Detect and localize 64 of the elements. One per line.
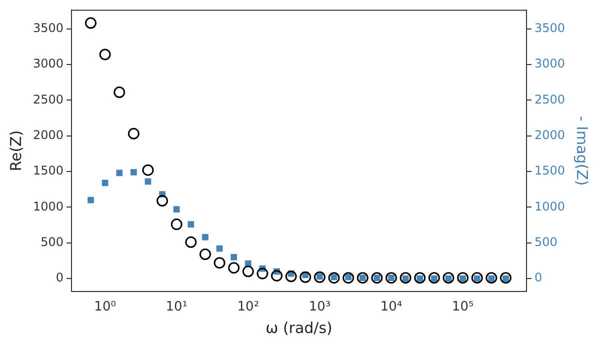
x-tick-label: 10¹	[166, 300, 188, 315]
point	[400, 272, 412, 284]
x-tick-label: 10⁴	[380, 300, 402, 315]
y-tick-label: 1500	[32, 164, 64, 178]
point	[271, 270, 283, 282]
point	[428, 272, 440, 284]
point	[457, 272, 469, 284]
point	[216, 245, 223, 252]
point	[256, 268, 268, 280]
point	[85, 17, 97, 29]
point	[99, 48, 111, 60]
point	[102, 180, 108, 186]
point	[88, 196, 94, 204]
y-tick-label: 500	[40, 234, 64, 249]
point	[442, 272, 454, 284]
y2-tick-label: 1000	[534, 199, 566, 214]
y2-tick-label: 2500	[534, 92, 566, 106]
y2-tick-label: 500	[534, 234, 558, 249]
point	[342, 272, 354, 284]
x-tick-label: 10⁰	[94, 300, 116, 315]
y2-tick-label: 2000	[534, 128, 566, 142]
point	[356, 272, 368, 284]
point	[188, 221, 194, 228]
y-tick-label: 1000	[32, 199, 64, 214]
x-tick-label: 10⁵	[452, 300, 474, 315]
y2-tick-label: 3000	[534, 56, 566, 71]
y-tick-label: 2000	[32, 128, 64, 142]
y-tick-label: 0	[56, 270, 64, 285]
point	[173, 206, 180, 213]
point	[185, 236, 197, 248]
point	[128, 128, 140, 140]
point	[214, 257, 226, 269]
point	[285, 270, 297, 282]
point	[300, 271, 312, 283]
y-tick-label: 3000	[32, 56, 64, 71]
point	[242, 266, 254, 278]
point	[371, 272, 383, 284]
point	[202, 234, 208, 240]
point	[142, 164, 154, 176]
y2-tick-label: 1500	[534, 164, 566, 178]
point	[130, 169, 137, 176]
point	[314, 271, 326, 283]
point	[328, 272, 340, 284]
point	[170, 218, 182, 230]
y2-tick-label: 0	[534, 270, 542, 285]
point	[386, 272, 397, 284]
point	[228, 262, 240, 274]
x-axis-title: ω (rad/s)	[266, 318, 332, 337]
point	[156, 195, 168, 207]
point	[414, 272, 426, 284]
point	[471, 272, 483, 284]
point	[500, 272, 512, 284]
point	[486, 272, 498, 284]
y-tick-label: 3500	[32, 20, 64, 35]
x-tick-label: 10²	[237, 300, 260, 315]
y-axis-title: Re(Z)	[6, 130, 25, 172]
point	[116, 170, 123, 176]
point	[230, 254, 238, 260]
x-tick-label: 10³	[308, 300, 331, 315]
y2-axis-title: - Imag(Z)	[573, 116, 592, 186]
point	[199, 248, 211, 260]
point	[114, 86, 126, 98]
y-tick-label: 2500	[32, 92, 64, 106]
y2-tick-label: 3500	[534, 20, 566, 35]
